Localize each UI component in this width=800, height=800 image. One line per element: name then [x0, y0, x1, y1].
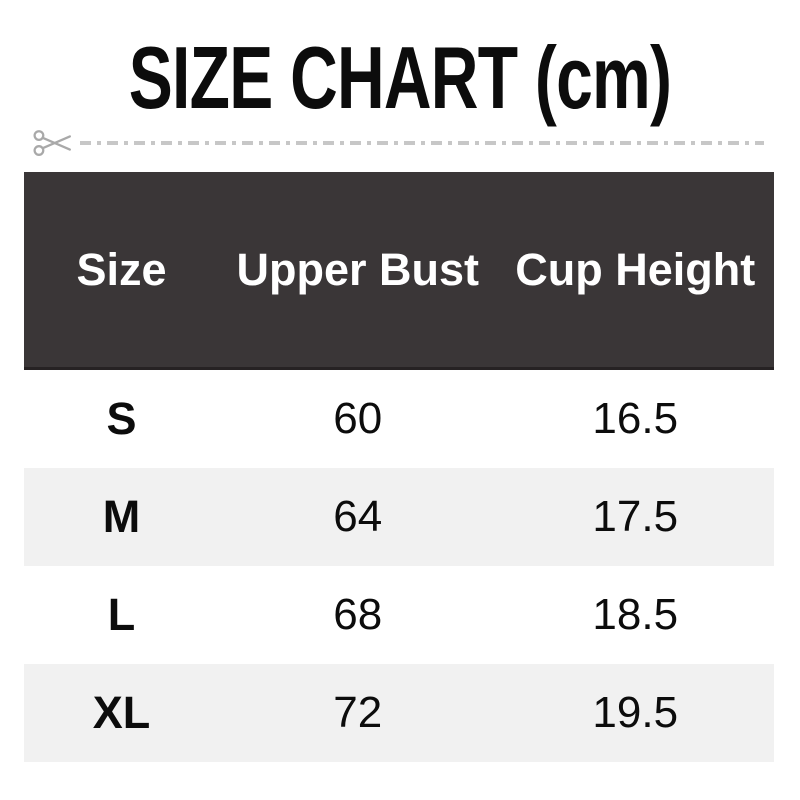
cell-cup-height: 18.5: [592, 590, 679, 639]
cell-upper-bust: 68: [333, 590, 383, 639]
cell-size: S: [106, 393, 137, 444]
cell-size: L: [107, 589, 136, 640]
column-header-upper-bust: Upper Bust: [236, 243, 479, 295]
cell-cup-height: 19.5: [592, 688, 679, 737]
cut-dashed-line: [80, 141, 764, 145]
column-header-cup-height: Cup Height: [515, 243, 756, 295]
cut-line: [0, 126, 800, 160]
size-table: Size Upper Bust Cup Height S 60 16.5 M 6…: [24, 172, 774, 762]
table-row-m: M 64 17.5: [24, 468, 774, 566]
table-row-xl: XL 72 19.5: [24, 664, 774, 762]
cell-cup-height: 16.5: [592, 394, 679, 443]
cell-upper-bust: 60: [333, 394, 383, 443]
table-row-s: S 60 16.5: [24, 370, 774, 468]
cell-cup-height: 17.5: [592, 492, 679, 541]
table-row-l: L 68 18.5: [24, 566, 774, 664]
page-title: SIZE CHART (cm): [128, 28, 672, 127]
cell-upper-bust: 72: [333, 688, 383, 737]
cell-size: XL: [92, 687, 151, 738]
size-table-header-row: Size Upper Bust Cup Height: [24, 172, 774, 370]
cell-size: M: [102, 491, 141, 542]
scissors-icon: [33, 130, 71, 156]
cell-upper-bust: 64: [333, 492, 383, 541]
column-header-size: Size: [76, 243, 167, 295]
